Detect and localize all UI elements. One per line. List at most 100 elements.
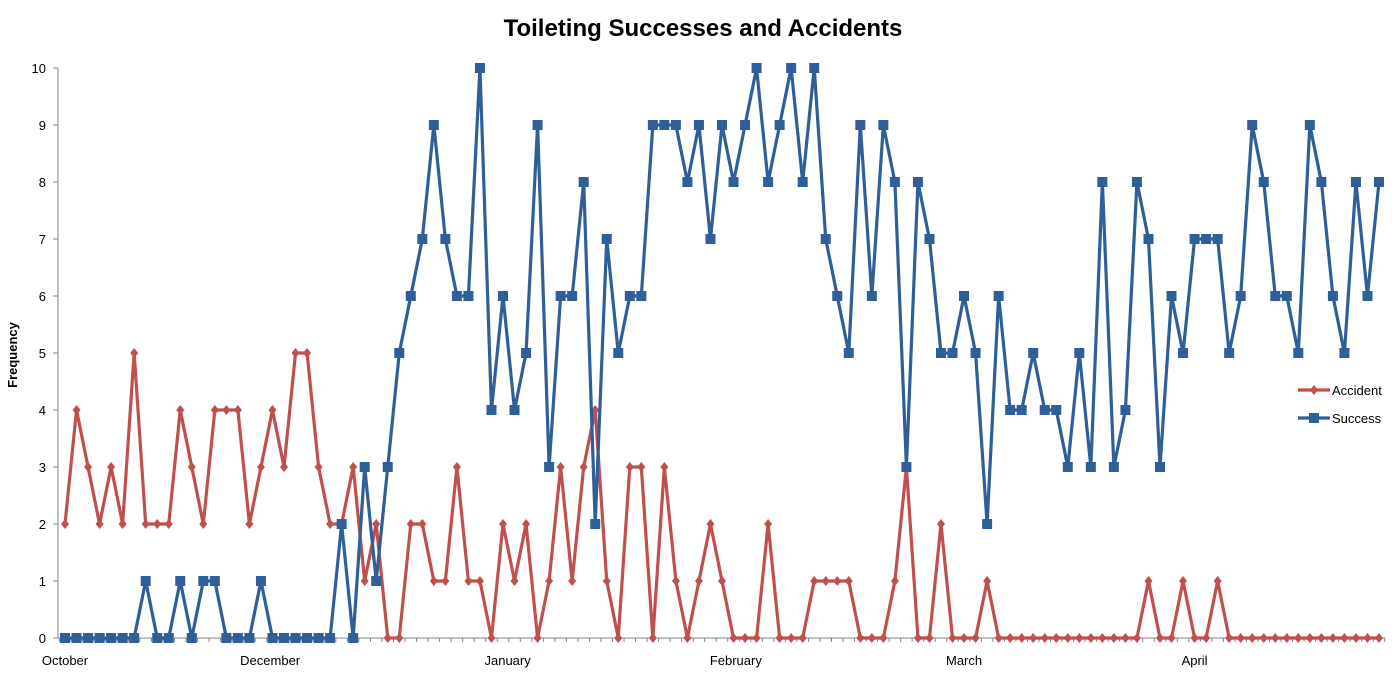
- success-point: [232, 633, 243, 643]
- success-point: [590, 519, 601, 529]
- accident-point: [683, 633, 692, 643]
- accident-point: [844, 576, 853, 586]
- success-point: [267, 633, 278, 643]
- accident-point: [1328, 633, 1337, 643]
- y-tick-label: 1: [39, 574, 46, 589]
- accident-point: [775, 633, 784, 643]
- accident-point: [937, 519, 945, 529]
- success-point: [544, 462, 555, 472]
- success-point: [325, 633, 336, 643]
- success-point: [947, 348, 958, 358]
- accident-point: [1006, 633, 1015, 643]
- accident-point: [810, 576, 819, 586]
- accident-point: [303, 348, 312, 358]
- success-point: [71, 633, 82, 643]
- success-point: [1131, 177, 1142, 187]
- x-tick-label: March: [946, 653, 982, 668]
- accident-point: [1305, 633, 1314, 643]
- accident-point: [1132, 633, 1141, 643]
- chart-title: Toileting Successes and Accidents: [504, 15, 903, 42]
- success-point: [1316, 177, 1327, 187]
- accident-point: [268, 405, 277, 415]
- success-point: [959, 291, 970, 301]
- success-point: [889, 177, 900, 187]
- accident-point: [1351, 633, 1360, 643]
- success-point: [809, 63, 820, 73]
- accident-point: [1086, 633, 1095, 643]
- success-point: [1143, 234, 1154, 244]
- accident-point: [291, 348, 300, 358]
- accident-point: [879, 633, 888, 643]
- accident-point: [1375, 633, 1383, 643]
- success-point: [94, 633, 105, 643]
- success-point: [936, 348, 946, 358]
- accident-point: [418, 519, 427, 529]
- accident-point: [1029, 633, 1038, 643]
- success-point: [1339, 348, 1350, 358]
- success-point: [717, 120, 727, 130]
- success-point: [832, 291, 843, 301]
- accident-point: [1167, 633, 1176, 643]
- accident-point: [372, 519, 381, 529]
- success-point: [1120, 405, 1131, 415]
- success-point: [751, 63, 762, 73]
- accident-point: [314, 462, 323, 472]
- accident-point: [1017, 633, 1026, 643]
- accident-point: [441, 576, 450, 586]
- accident-point: [222, 405, 231, 415]
- y-axis-label: Frequency: [5, 321, 20, 388]
- success-point: [1362, 291, 1373, 301]
- success-point: [302, 633, 313, 643]
- accident-point: [107, 462, 116, 472]
- success-point: [636, 291, 647, 301]
- y-tick-label: 7: [39, 232, 46, 247]
- y-tick-label: 10: [32, 61, 46, 76]
- accident-point: [84, 462, 93, 472]
- accident-point: [280, 462, 288, 472]
- accident-point: [764, 519, 773, 529]
- success-point: [728, 177, 739, 187]
- accident-point: [1179, 576, 1188, 586]
- success-point: [866, 291, 877, 301]
- success-point: [1062, 462, 1073, 472]
- success-point: [1258, 177, 1269, 187]
- success-point: [428, 120, 439, 130]
- success-point: [106, 633, 117, 643]
- success-point: [647, 120, 658, 130]
- accident-point: [349, 462, 358, 472]
- success-point: [1212, 234, 1223, 244]
- accident-point: [1248, 633, 1257, 643]
- success-point: [1097, 177, 1108, 187]
- success-point: [1235, 291, 1246, 301]
- success-point: [1108, 462, 1119, 472]
- success-point: [474, 63, 485, 73]
- success-point: [405, 291, 416, 301]
- success-point: [613, 348, 624, 358]
- success-point: [509, 405, 520, 415]
- success-point: [279, 633, 289, 643]
- success-point: [786, 63, 797, 73]
- success-point: [901, 462, 912, 472]
- success-point: [117, 633, 128, 643]
- accident-point: [545, 576, 554, 586]
- success-point: [498, 291, 508, 301]
- accident-point: [395, 633, 404, 643]
- accident-point: [429, 576, 438, 586]
- x-tick-label: December: [240, 653, 301, 668]
- accident-point: [1271, 633, 1280, 643]
- accident-point: [1213, 576, 1222, 586]
- accident-point: [61, 519, 69, 529]
- success-point: [244, 633, 255, 643]
- success-point: [382, 462, 393, 472]
- accident-point: [1225, 633, 1234, 643]
- success-point: [521, 348, 532, 358]
- success-point: [567, 291, 578, 301]
- series-group: [60, 63, 1384, 643]
- success-point: [624, 291, 635, 301]
- success-point: [1028, 348, 1039, 358]
- legend-diamond-marker-icon: [1310, 385, 1318, 395]
- accident-point: [614, 633, 623, 643]
- accident-point: [729, 633, 738, 643]
- legend-square-marker-icon: [1309, 413, 1319, 423]
- success-point: [578, 177, 589, 187]
